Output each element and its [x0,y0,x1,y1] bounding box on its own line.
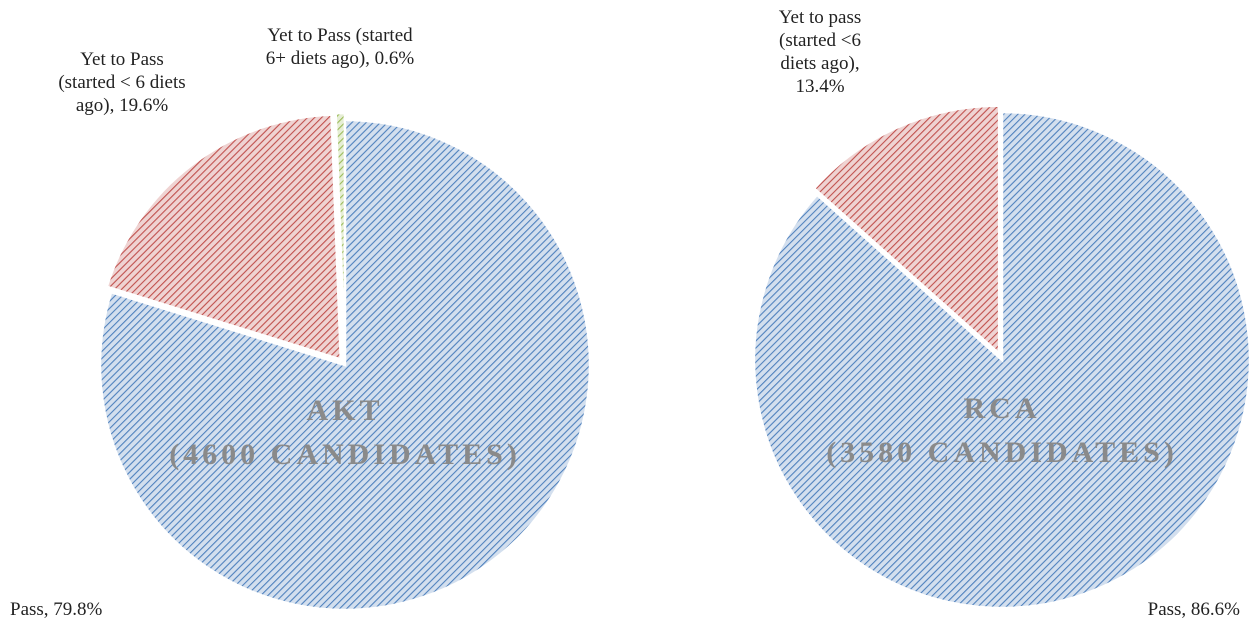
slice-label: Pass, 79.8% [10,599,103,620]
pie-subtitle: (4600 CANDIDATES) [169,438,521,471]
slice-label: Pass, 86.6% [1147,599,1240,620]
pie-slice [105,113,343,362]
pie-slice [98,118,592,612]
slice-label: Yet to Pass (started 6+ diets ago), 0.6% [265,25,415,69]
slice-label: Yet to pass (started <6 diets ago), 13.4… [778,7,862,97]
pie-slice [334,111,347,359]
slice-label: Yet to Pass (started < 6 diets ago), 19.… [58,49,186,116]
pie-subtitle: (3580 CANDIDATES) [826,436,1178,469]
pie-slice [812,104,1001,357]
pie-slice [752,110,1250,610]
pie-title: RCA [964,392,1041,425]
pie-title: AKT [306,394,383,427]
